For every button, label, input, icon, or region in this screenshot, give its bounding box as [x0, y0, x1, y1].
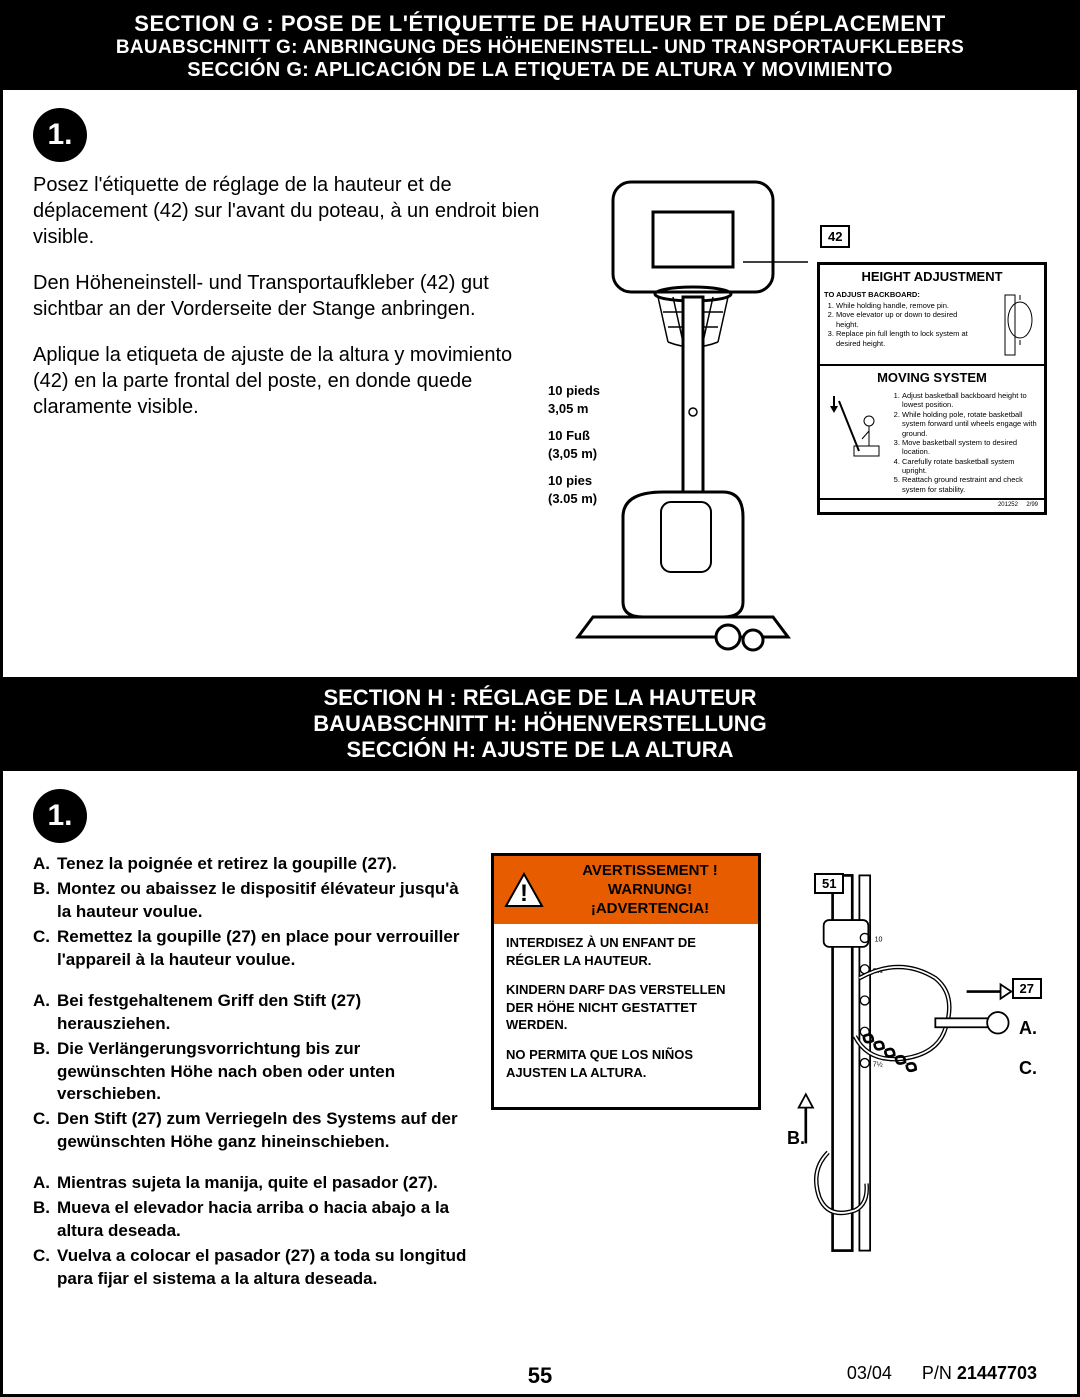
height-es-2: (3.05 m)	[548, 490, 600, 508]
label-panel-a-sub: TO ADJUST BACKBOARD:	[824, 290, 974, 299]
section-h-fr-a: Tenez la poignée et retirez la goupille …	[57, 853, 473, 876]
pn-value: 21447703	[957, 1363, 1037, 1383]
section-h-de-block: A.Bei festgehaltenem Griff den Stift (27…	[33, 990, 473, 1155]
label-panel-a-item: Move elevator up or down to desired heig…	[836, 310, 974, 329]
height-de-2: (3,05 m)	[548, 445, 600, 463]
item-letter: A.	[33, 853, 57, 876]
section-g-title-de: BAUABSCHNITT G: ANBRINGUNG DES HÖHENEINS…	[15, 37, 1065, 59]
item-letter: A.	[33, 1172, 57, 1195]
hoop-illustration-icon	[563, 172, 813, 652]
height-fr-2: 3,05 m	[548, 400, 600, 418]
warning-body-fr: INTERDISEZ À UN ENFANT DE RÉGLER LA HAUT…	[506, 934, 746, 969]
section-g-para-de: Den Höheneinstell- und Transportaufklebe…	[33, 270, 543, 322]
basketball-hoop-diagram: 10 pieds 3,05 m 10 Fuß (3,05 m) 10 pies …	[563, 172, 813, 657]
section-h-title-fr: SECTION H : RÉGLAGE DE LA HAUTEUR	[15, 685, 1065, 711]
section-h-fr-c: Remettez la goupille (27) en place pour …	[57, 926, 473, 972]
page-number: 55	[528, 1363, 552, 1389]
warning-triangle-icon: !	[504, 872, 544, 908]
section-g-para-es: Aplique la etiqueta de ajuste de la altu…	[33, 342, 543, 420]
label-panel-a-item: While holding handle, remove pin.	[836, 301, 974, 310]
section-h-es-block: A.Mientras sujeta la manija, quite el pa…	[33, 1172, 473, 1291]
callout-letter-c: C.	[1019, 1058, 1037, 1079]
height-de-1: 10 Fuß	[548, 427, 600, 445]
height-adjust-mini-icon	[980, 290, 1040, 360]
label-42-box: 42 HEIGHT ADJUSTMENT TO ADJUST BACKBOARD…	[817, 262, 1047, 515]
section-h-step-number: 1.	[33, 789, 87, 843]
section-h-es-c: Vuelva a colocar el pasador (27) a toda …	[57, 1245, 473, 1291]
label-panel-b-title: MOVING SYSTEM	[820, 366, 1044, 387]
warning-label-de: WARNUNG!	[552, 881, 748, 900]
item-letter: C.	[33, 1108, 57, 1154]
label-panel-a: TO ADJUST BACKBOARD: While holding handl…	[820, 286, 1044, 366]
item-letter: C.	[33, 1245, 57, 1291]
label-footer-right: 2/99	[1026, 502, 1038, 508]
page-footer: 55 03/04 P/N 21447703	[3, 1363, 1077, 1384]
section-g-title-fr: SECTION G : POSE DE L'ÉTIQUETTE DE HAUTE…	[15, 11, 1065, 37]
svg-text:7½: 7½	[873, 1061, 883, 1069]
section-h-header: SECTION H : RÉGLAGE DE LA HAUTEUR BAUABS…	[3, 677, 1077, 771]
section-h-es-b: Mueva el elevador hacia arriba o hacia a…	[57, 1197, 473, 1243]
item-letter: C.	[33, 926, 57, 972]
section-h-body: A.Tenez la poignée et retirez la goupill…	[3, 853, 1077, 1379]
section-h-es-a: Mientras sujeta la manija, quite el pasa…	[57, 1172, 473, 1195]
warning-header: ! AVERTISSEMENT ! WARNUNG! ¡ADVERTENCIA!	[494, 856, 758, 924]
section-g-body: Posez l'étiquette de réglage de la haute…	[3, 172, 1077, 677]
section-g-figures: 10 pieds 3,05 m 10 Fuß (3,05 m) 10 pies …	[563, 172, 1047, 657]
label-panel-a-list: While holding handle, remove pin. Move e…	[824, 301, 974, 348]
manual-page: SECTION G : POSE DE L'ÉTIQUETTE DE HAUTE…	[0, 0, 1080, 1397]
height-fr-1: 10 pieds	[548, 382, 600, 400]
mechanism-diagram: 10 9½ 7½	[779, 853, 1047, 1309]
section-h-de-c: Den Stift (27) zum Verriegeln des System…	[57, 1108, 473, 1154]
mechanism-illustration-icon: 10 9½ 7½	[779, 853, 1047, 1273]
callout-51: 51	[814, 873, 844, 894]
part-42-tag: 42	[820, 225, 850, 248]
section-h-fr-block: A.Tenez la poignée et retirez la goupill…	[33, 853, 473, 972]
section-g-title-es: SECCIÓN G: APLICACIÓN DE LA ETIQUETA DE …	[15, 59, 1065, 82]
warning-body-es: NO PERMITA QUE LOS NIÑOS AJUSTEN LA ALTU…	[506, 1046, 746, 1081]
warning-body: INTERDISEZ À UN ENFANT DE RÉGLER LA HAUT…	[494, 924, 758, 1107]
label-panel-b-item: While holding pole, rotate basketball sy…	[902, 410, 1040, 438]
section-h-text: A.Tenez la poignée et retirez la goupill…	[33, 853, 473, 1309]
section-h-de-b: Die Verlängerungsvorrichtung bis zur gew…	[57, 1038, 473, 1107]
section-g-text: Posez l'étiquette de réglage de la haute…	[33, 172, 543, 657]
item-letter: B.	[33, 1038, 57, 1107]
label-footer: 201252 2/99	[820, 500, 1044, 512]
height-labels: 10 pieds 3,05 m 10 Fuß (3,05 m) 10 pies …	[548, 382, 600, 507]
svg-text:!: !	[520, 880, 528, 907]
section-h-fr-b: Montez ou abaissez le dispositif élévate…	[57, 878, 473, 924]
label-panel-b: Adjust basketball backboard height to lo…	[820, 387, 1044, 500]
section-g-step-number: 1.	[33, 108, 87, 162]
label-panel-a-item: Replace pin full length to lock system a…	[836, 329, 974, 348]
warning-label-es: ¡ADVERTENCIA!	[552, 900, 748, 919]
warning-body-de: KINDERN DARF DAS VERSTELLEN DER HÖHE NIC…	[506, 981, 746, 1034]
label-footer-left: 201252	[998, 502, 1018, 508]
label-panel-b-item: Carefully rotate basketball system uprig…	[902, 457, 1040, 476]
callout-27: 27	[1012, 978, 1042, 999]
section-h-title-de: BAUABSCHNITT H: HÖHENVERSTELLUNG	[15, 711, 1065, 737]
footer-date: 03/04	[847, 1363, 892, 1384]
footer-part-number: P/N 21447703	[922, 1363, 1037, 1384]
label-panel-b-list: Adjust basketball backboard height to lo…	[890, 391, 1040, 494]
warning-label-fr: AVERTISSEMENT !	[552, 862, 748, 881]
item-letter: B.	[33, 878, 57, 924]
height-es-1: 10 pies	[548, 472, 600, 490]
callout-letter-a: A.	[1019, 1018, 1037, 1039]
section-g-header: SECTION G : POSE DE L'ÉTIQUETTE DE HAUTE…	[3, 3, 1077, 90]
section-h-de-a: Bei festgehaltenem Griff den Stift (27) …	[57, 990, 473, 1036]
warning-box: ! AVERTISSEMENT ! WARNUNG! ¡ADVERTENCIA!…	[491, 853, 761, 1110]
label-panel-b-item: Move basketball system to desired locati…	[902, 438, 1040, 457]
callout-letter-b: B.	[787, 1128, 805, 1149]
label-panel-b-item: Reattach ground restraint and check syst…	[902, 475, 1040, 494]
section-h-title-es: SECCIÓN H: AJUSTE DE LA ALTURA	[15, 737, 1065, 763]
item-letter: B.	[33, 1197, 57, 1243]
svg-text:10: 10	[875, 936, 883, 944]
label-panel-a-title: HEIGHT ADJUSTMENT	[820, 265, 1044, 286]
pn-label: P/N	[922, 1363, 957, 1383]
moving-system-mini-icon	[824, 391, 884, 461]
item-letter: A.	[33, 990, 57, 1036]
section-g-para-fr: Posez l'étiquette de réglage de la haute…	[33, 172, 543, 250]
label-panel-b-item: Adjust basketball backboard height to lo…	[902, 391, 1040, 410]
